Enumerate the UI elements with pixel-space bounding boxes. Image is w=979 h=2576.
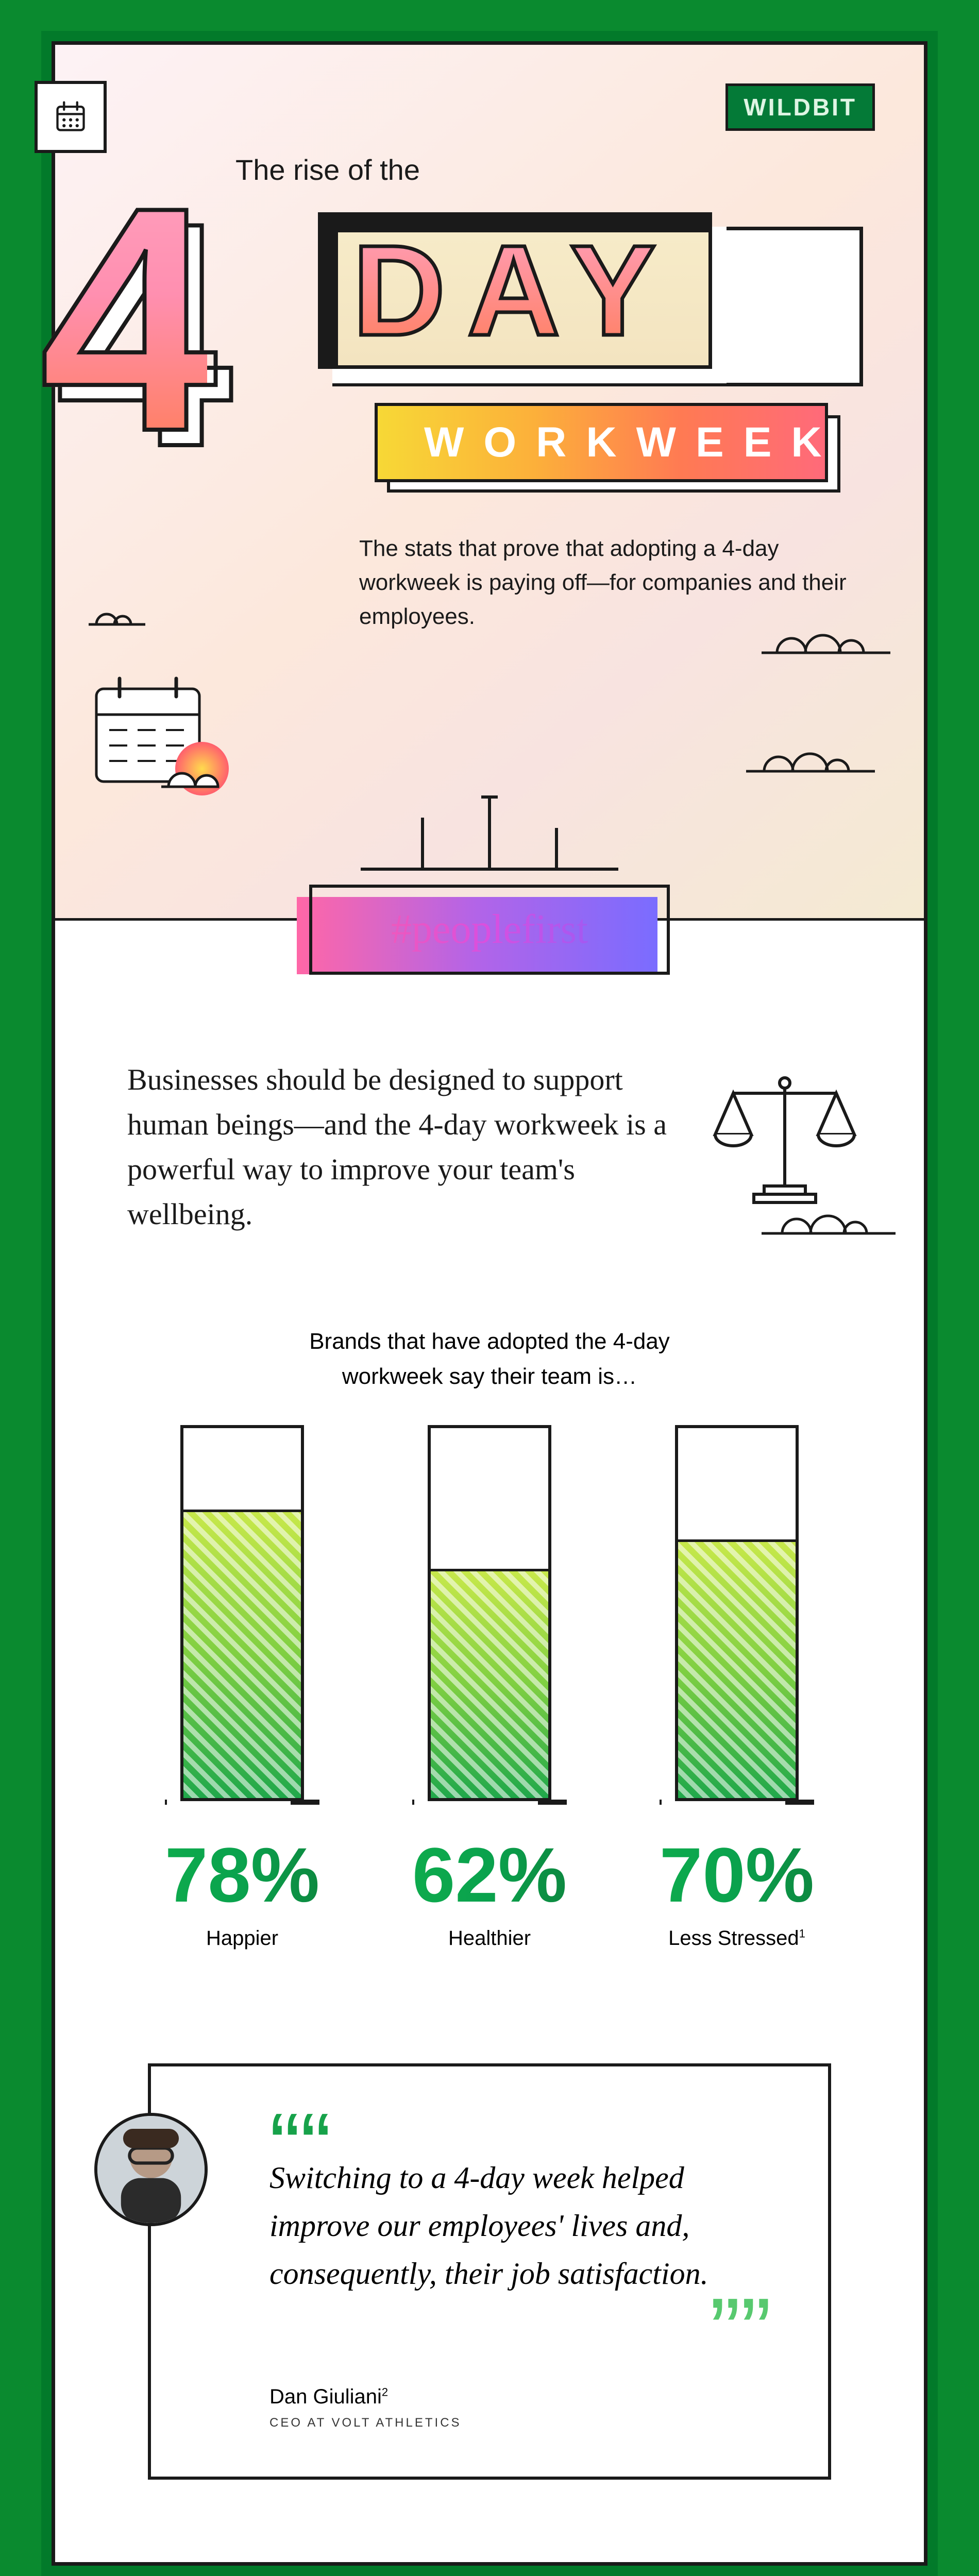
quote-name: Dan Giuliani2 [269, 2385, 771, 2409]
page-inner-border: WILDBIT The rise of the 4 4 DAY WORKWEEK… [41, 31, 938, 2576]
cloud-icon [86, 601, 148, 632]
section-peoplefirst: Businesses should be designed to support… [55, 975, 924, 2562]
scale-icon [702, 1067, 867, 1214]
bar-col-1: 62% Healthier [381, 1425, 598, 1950]
page-outer: WILDBIT The rise of the 4 4 DAY WORKWEEK… [0, 0, 979, 2576]
bar-outer [675, 1425, 799, 1801]
cloud-icon [759, 617, 898, 663]
bar-outer [428, 1425, 551, 1801]
stat-label: Healthier [381, 1927, 598, 1950]
hashtag-badge: #peoplefirst [309, 885, 670, 975]
hero: WILDBIT The rise of the 4 4 DAY WORKWEEK… [55, 45, 924, 921]
quote-close-icon: ”” [269, 2308, 771, 2354]
stat-value: 78% [134, 1831, 350, 1920]
day-text: DAY [352, 226, 678, 355]
bar-outer [180, 1425, 304, 1801]
bar-chart: 78% Happier 62% Healthier [134, 1425, 845, 1950]
stat-value: 62% [381, 1831, 598, 1920]
avatar [94, 2113, 208, 2226]
hashtag-text: #peoplefirst [309, 885, 670, 975]
hero-title: 4 4 DAY WORKWEEK [60, 202, 862, 490]
hero-kicker: The rise of the [235, 153, 862, 187]
bar-col-2: 70% Less Stressed1 [629, 1425, 845, 1950]
cloud-icon [744, 735, 883, 782]
quote1-wrap: ““ Switching to a 4-day week helped impr… [127, 2063, 852, 2480]
stat-label: Less Stressed1 [629, 1927, 845, 1950]
big4: 4 [40, 192, 207, 447]
day-box: DAY [318, 212, 712, 369]
quote-role: CEO AT VOLT ATHLETICS [269, 2416, 771, 2430]
workweek-badge: WORKWEEK [375, 403, 828, 482]
quote-card: ““ Switching to a 4-day week helped impr… [148, 2063, 831, 2480]
bar-col-0: 78% Happier [134, 1425, 350, 1950]
chart-intro: Brands that have adopted the 4-day workw… [268, 1324, 711, 1394]
stat-value: 70% [629, 1831, 845, 1920]
brand-badge: WILDBIT [725, 83, 875, 131]
workweek-wrap: WORKWEEK [375, 403, 828, 482]
content-card: WILDBIT The rise of the 4 4 DAY WORKWEEK… [52, 41, 927, 2566]
bar-fill [678, 1539, 796, 1799]
bar-fill [431, 1569, 548, 1798]
cloud-icon [759, 1196, 903, 1243]
calendar-sun-icon [91, 673, 246, 807]
bar-fill [183, 1510, 301, 1798]
section-lead: Businesses should be designed to support… [127, 1057, 694, 1236]
gap [52, 2566, 927, 2576]
calendar-icon [53, 99, 88, 134]
stat-label: Happier [134, 1927, 350, 1950]
skyline-icon [361, 787, 618, 874]
quote-text: Switching to a 4-day week helped improve… [269, 2154, 771, 2298]
